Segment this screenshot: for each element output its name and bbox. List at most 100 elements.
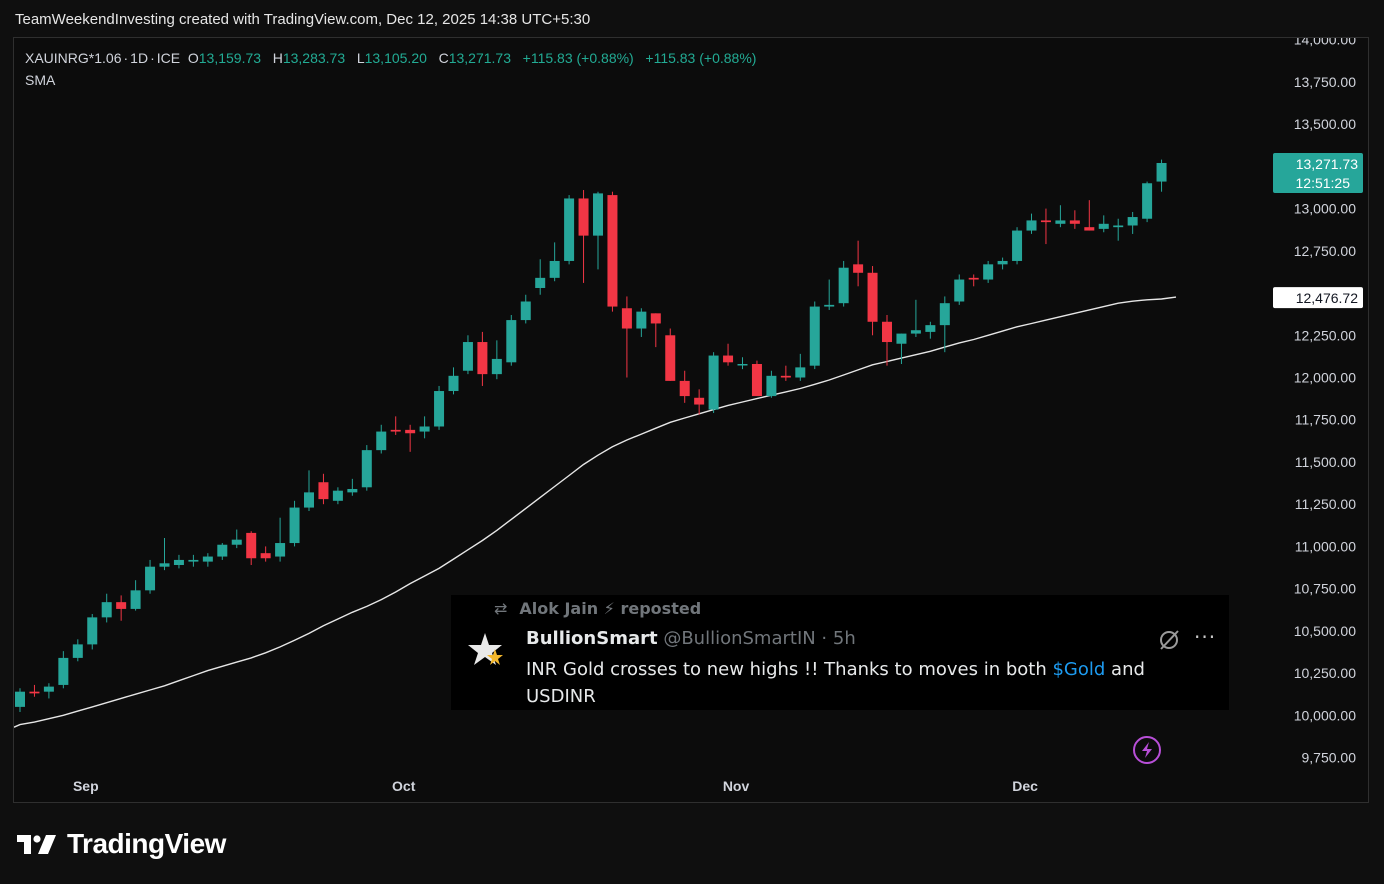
price-chart[interactable]: 14,000.0013,750.0013,500.0013,250.0013,0… [14,38,1368,802]
candle-body [72,644,83,658]
candle-body [723,355,734,363]
candle-body [751,363,762,397]
last-price-tag [1273,152,1363,193]
author-name[interactable]: BullionSmart [526,628,658,649]
candle [650,313,661,348]
tweet-overlay[interactable]: ⇄ Alok Jain ⚡ reposted BullionSmart @Bull… [451,595,1229,710]
candles-layer [15,159,1167,712]
tweet-author[interactable]: BullionSmart @BullionSmartIN · 5h [526,628,856,649]
symbol-name[interactable]: XAUINRG*1.06 [25,50,122,66]
price-axis-label: 10,500.00 [1294,623,1356,639]
candle-body [939,303,950,326]
chart-attribution: TeamWeekendInvesting created with Tradin… [15,11,591,28]
candle-body [1113,225,1124,228]
candle-body [1026,220,1037,231]
symbol-legend[interactable]: XAUINRG*1.06 · 1D · ICE O13,159.73 H13,283.7… [25,50,757,66]
candle-body [824,304,835,307]
candle-body [390,429,401,432]
candle [795,353,806,381]
candle [910,299,921,337]
candle [434,385,445,430]
sma-price-value: 12,476.72 [1296,290,1358,306]
close-value: 13,271.73 [448,50,511,66]
candle-body [593,193,603,236]
candle [968,274,979,287]
cashtag-link[interactable]: $Gold [1052,659,1106,680]
candle [43,683,54,699]
candle [535,259,546,295]
high-label: H [272,50,283,66]
candle-body [361,450,372,488]
candle [1012,227,1023,265]
grok-icon[interactable] [1157,628,1181,652]
candle [1040,208,1051,245]
candle [708,352,719,413]
high-value: 13,283.73 [282,50,346,66]
candle [1026,213,1037,234]
candle-body [188,559,199,562]
candle-body [636,311,647,329]
tradingview-logo[interactable]: TradingView [17,826,226,862]
candle-body [853,264,864,273]
candle-body [246,532,257,559]
price-axis-label: 10,250.00 [1294,665,1356,681]
price-axis-label: 13,750.00 [1294,74,1356,90]
candle [520,294,531,324]
bullionsmart-avatar[interactable] [463,627,511,675]
candle [332,487,343,505]
chart-area[interactable]: 14,000.0013,750.0013,500.0013,250.0013,0… [13,37,1369,803]
price-axis-label: 12,000.00 [1294,370,1356,386]
candle-body [419,426,430,432]
candle-body [159,563,170,567]
author-handle[interactable]: @BullionSmartIN · 5h [663,628,856,649]
price-axis-label: 14,000.00 [1294,38,1356,48]
candle [188,554,199,567]
candle [1069,210,1080,229]
price-axis-label: 9,750.00 [1302,750,1357,766]
candle-body [15,691,25,707]
candle-body [1069,220,1080,224]
low-value: 13,105.20 [364,50,427,66]
candle-body [58,657,69,685]
candle-body [477,342,488,375]
price-axis: 14,000.0013,750.0013,500.0013,250.0013,0… [1294,38,1357,766]
candle [72,639,83,662]
candle-body [318,482,329,500]
tradingview-logo-icon [17,835,56,854]
candle-body [1055,220,1066,224]
candle [318,473,329,505]
candle-body [231,539,242,545]
candle-body [1084,227,1095,231]
candle-body [506,320,517,363]
candle-body [954,279,965,302]
more-options-icon[interactable]: ··· [1194,625,1217,649]
candle-body [896,333,907,344]
candle-body [564,198,575,261]
candle [983,260,994,283]
candle [1142,181,1153,223]
open-value: 13,159.73 [198,50,262,66]
candle [780,365,791,381]
bar-countdown: 12:51:25 [1296,175,1351,191]
price-axis-label: 11,500.00 [1295,454,1356,470]
candle-body [665,335,676,381]
candle [997,257,1008,270]
candle-body [434,391,445,427]
candle-body [145,566,156,591]
candle-body [87,617,98,645]
candle [838,260,849,307]
candle-body [491,358,502,375]
sma-indicator-label[interactable]: SMA [25,72,56,88]
candle-body [766,375,777,397]
candle [824,279,835,310]
candle [101,593,112,623]
candle [939,296,950,353]
candle-body [376,431,387,451]
candle [665,328,676,381]
candle [679,370,690,403]
candle [549,242,560,282]
replay-icon[interactable] [1133,736,1161,764]
candle [593,191,603,270]
candle-body [260,553,271,559]
candle [462,335,473,375]
